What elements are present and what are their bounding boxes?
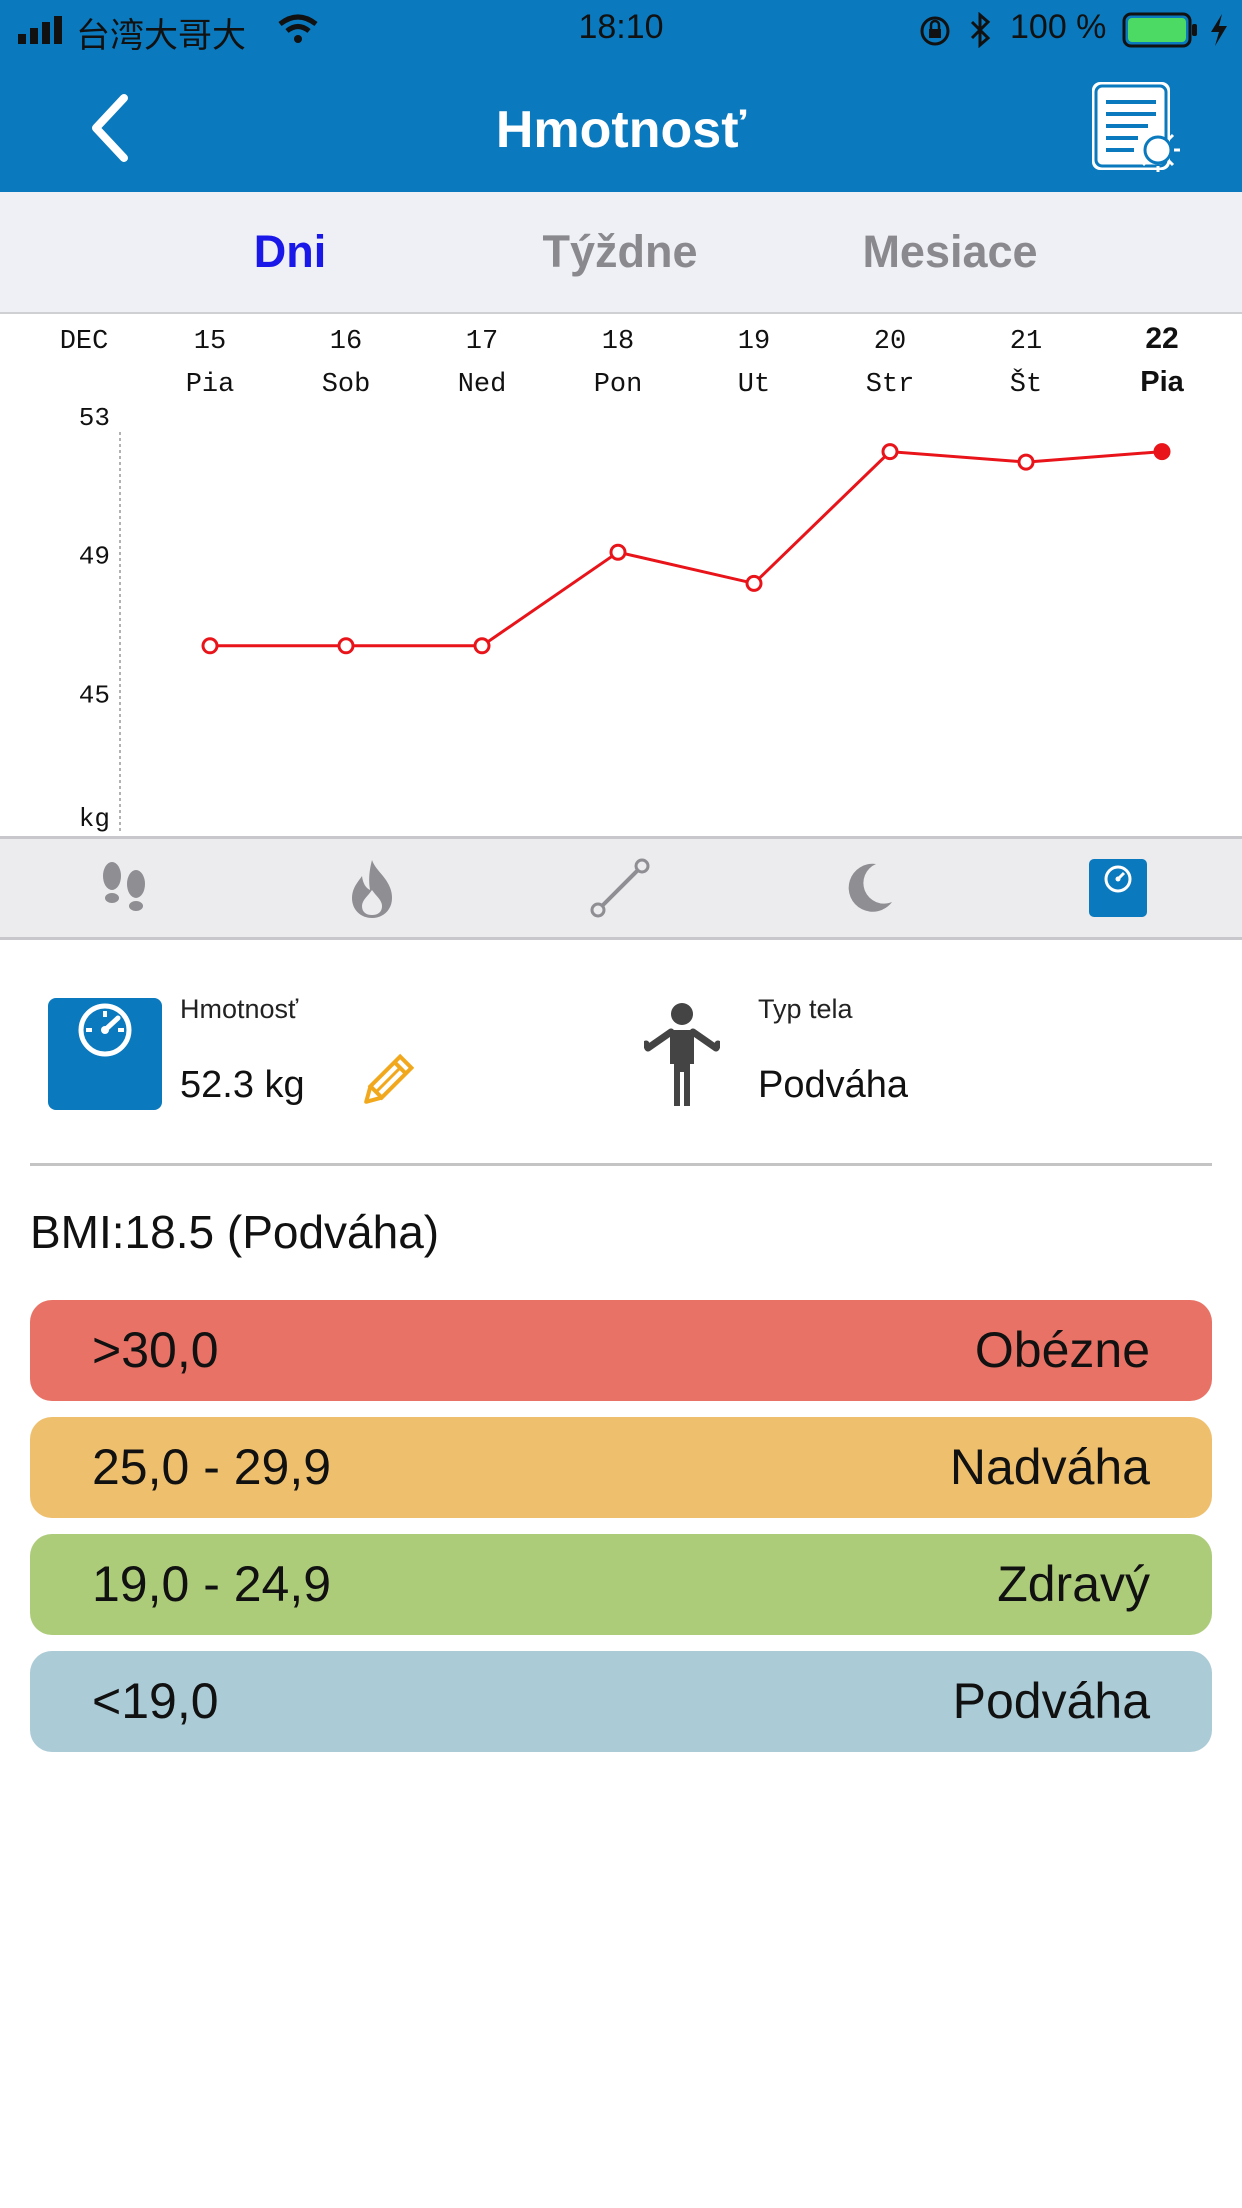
bmi-range-category: Obézne — [974, 1322, 1150, 1378]
x-tick-date: 18 — [602, 327, 634, 357]
data-point[interactable] — [609, 543, 627, 561]
charging-icon — [1211, 14, 1227, 46]
x-tick-day: Str — [866, 370, 915, 400]
x-tick-date: 16 — [330, 327, 362, 357]
steps-button[interactable] — [54, 839, 194, 937]
bluetooth-icon — [970, 12, 991, 48]
weight-series-points — [201, 443, 1171, 655]
chevron-left-icon[interactable] — [86, 92, 136, 164]
tab-days[interactable]: Dni — [253, 226, 327, 277]
data-point[interactable] — [337, 637, 355, 655]
weight-label: Hmotnosť — [180, 994, 299, 1024]
bmi-range-category: Podváha — [952, 1673, 1150, 1729]
y-tick-label: 49 — [79, 542, 110, 572]
status-time: 18:10 — [578, 8, 664, 46]
tab-months[interactable]: Mesiace — [862, 226, 1038, 277]
weight-series-line — [210, 450, 1163, 648]
data-point[interactable] — [473, 637, 491, 655]
weight-scale-icon — [1089, 859, 1147, 917]
battery-icon — [1122, 12, 1197, 48]
x-tick-date: 21 — [1010, 327, 1042, 357]
bmi-range-value: >30,0 — [92, 1322, 219, 1378]
report-settings-icon[interactable] — [1088, 78, 1184, 176]
person-icon — [644, 1003, 720, 1106]
data-point[interactable] — [745, 574, 763, 592]
pencil-icon[interactable] — [358, 1052, 414, 1112]
data-point[interactable] — [201, 637, 219, 655]
x-tick-date: 17 — [466, 327, 498, 357]
x-tick-day: Ut — [738, 370, 770, 400]
x-axis-labels: 15 Pia 16 Sob 17 Ned 18 Pon 19 Ut 20 Str 21 Št 22 Pia — [186, 322, 1185, 400]
y-tick-label: 45 — [79, 680, 110, 710]
x-tick-date: 22 — [1145, 322, 1178, 355]
weight-value: 52.3 kg — [180, 1064, 305, 1106]
bmi-range-healthy: 19,0 - 24,9 Zdravý — [30, 1534, 1212, 1635]
metric-selector-bar — [0, 836, 1242, 940]
x-tick-day: Št — [1010, 367, 1042, 400]
navigation-bar: Hmotnosť — [0, 60, 1242, 192]
bmi-range-value: 19,0 - 24,9 — [92, 1556, 332, 1612]
body-type-value: Podváha — [758, 1064, 909, 1106]
calories-button[interactable] — [302, 839, 442, 937]
x-tick-date: 20 — [874, 327, 906, 357]
x-tick-day: Pon — [594, 370, 643, 400]
wifi-icon — [278, 14, 318, 43]
weight-tile — [48, 998, 162, 1110]
y-tick-label: 53 — [79, 403, 110, 433]
battery-percent: 100 % — [1010, 8, 1107, 46]
data-point[interactable] — [1153, 443, 1171, 461]
calories-icon — [352, 860, 392, 918]
x-tick-date: 15 — [194, 327, 226, 357]
tab-weeks[interactable]: Týždne — [542, 226, 698, 277]
x-tick-day: Pia — [1140, 366, 1184, 398]
bmi-range-obese: >30,0 Obézne — [30, 1300, 1212, 1401]
bmi-range-overweight: 25,0 - 29,9 Nadváha — [30, 1417, 1212, 1518]
body-type-label: Typ tela — [758, 994, 853, 1024]
bmi-range-category: Zdravý — [997, 1556, 1150, 1612]
x-tick-day: Sob — [322, 370, 371, 400]
bmi-range-value: <19,0 — [92, 1673, 219, 1729]
y-axis-unit: kg — [79, 804, 110, 834]
weight-chart: DEC 15 Pia 16 Sob 17 Ned 18 Pon 19 Ut 20 Str 21 Št 22 P… — [60, 322, 1185, 834]
bmi-range-underweight: <19,0 Podváha — [30, 1651, 1212, 1752]
data-point[interactable] — [881, 443, 899, 461]
status-bar: 台湾大哥大 18:10 100 % — [0, 0, 1242, 60]
section-divider — [30, 1163, 1212, 1166]
distance-icon — [590, 858, 650, 918]
sleep-button[interactable] — [798, 839, 938, 937]
sleep-icon — [848, 863, 892, 912]
steps-icon — [103, 862, 145, 911]
page-title: Hmotnosť — [495, 101, 747, 159]
x-tick-day: Ned — [458, 370, 507, 400]
orientation-lock-icon — [920, 16, 950, 46]
x-tick-date: 19 — [738, 327, 770, 357]
y-axis-labels: 53 49 45 — [79, 403, 110, 710]
bmi-range-category: Nadváha — [949, 1439, 1150, 1495]
period-tabs: Dni Týždne Mesiace — [0, 192, 1242, 314]
weight-scale-icon — [78, 1003, 132, 1057]
data-point[interactable] — [1017, 453, 1035, 471]
carrier-name: 台湾大哥大 — [76, 17, 246, 55]
x-tick-day: Pia — [186, 370, 235, 400]
bmi-summary: BMI:18.5 (Podváha) — [30, 1206, 440, 1258]
bmi-range-value: 25,0 - 29,9 — [92, 1439, 332, 1495]
weight-button[interactable] — [1048, 839, 1188, 937]
chart-month-label: DEC — [60, 327, 109, 357]
distance-button[interactable] — [550, 839, 690, 937]
signal-icon — [18, 16, 62, 44]
